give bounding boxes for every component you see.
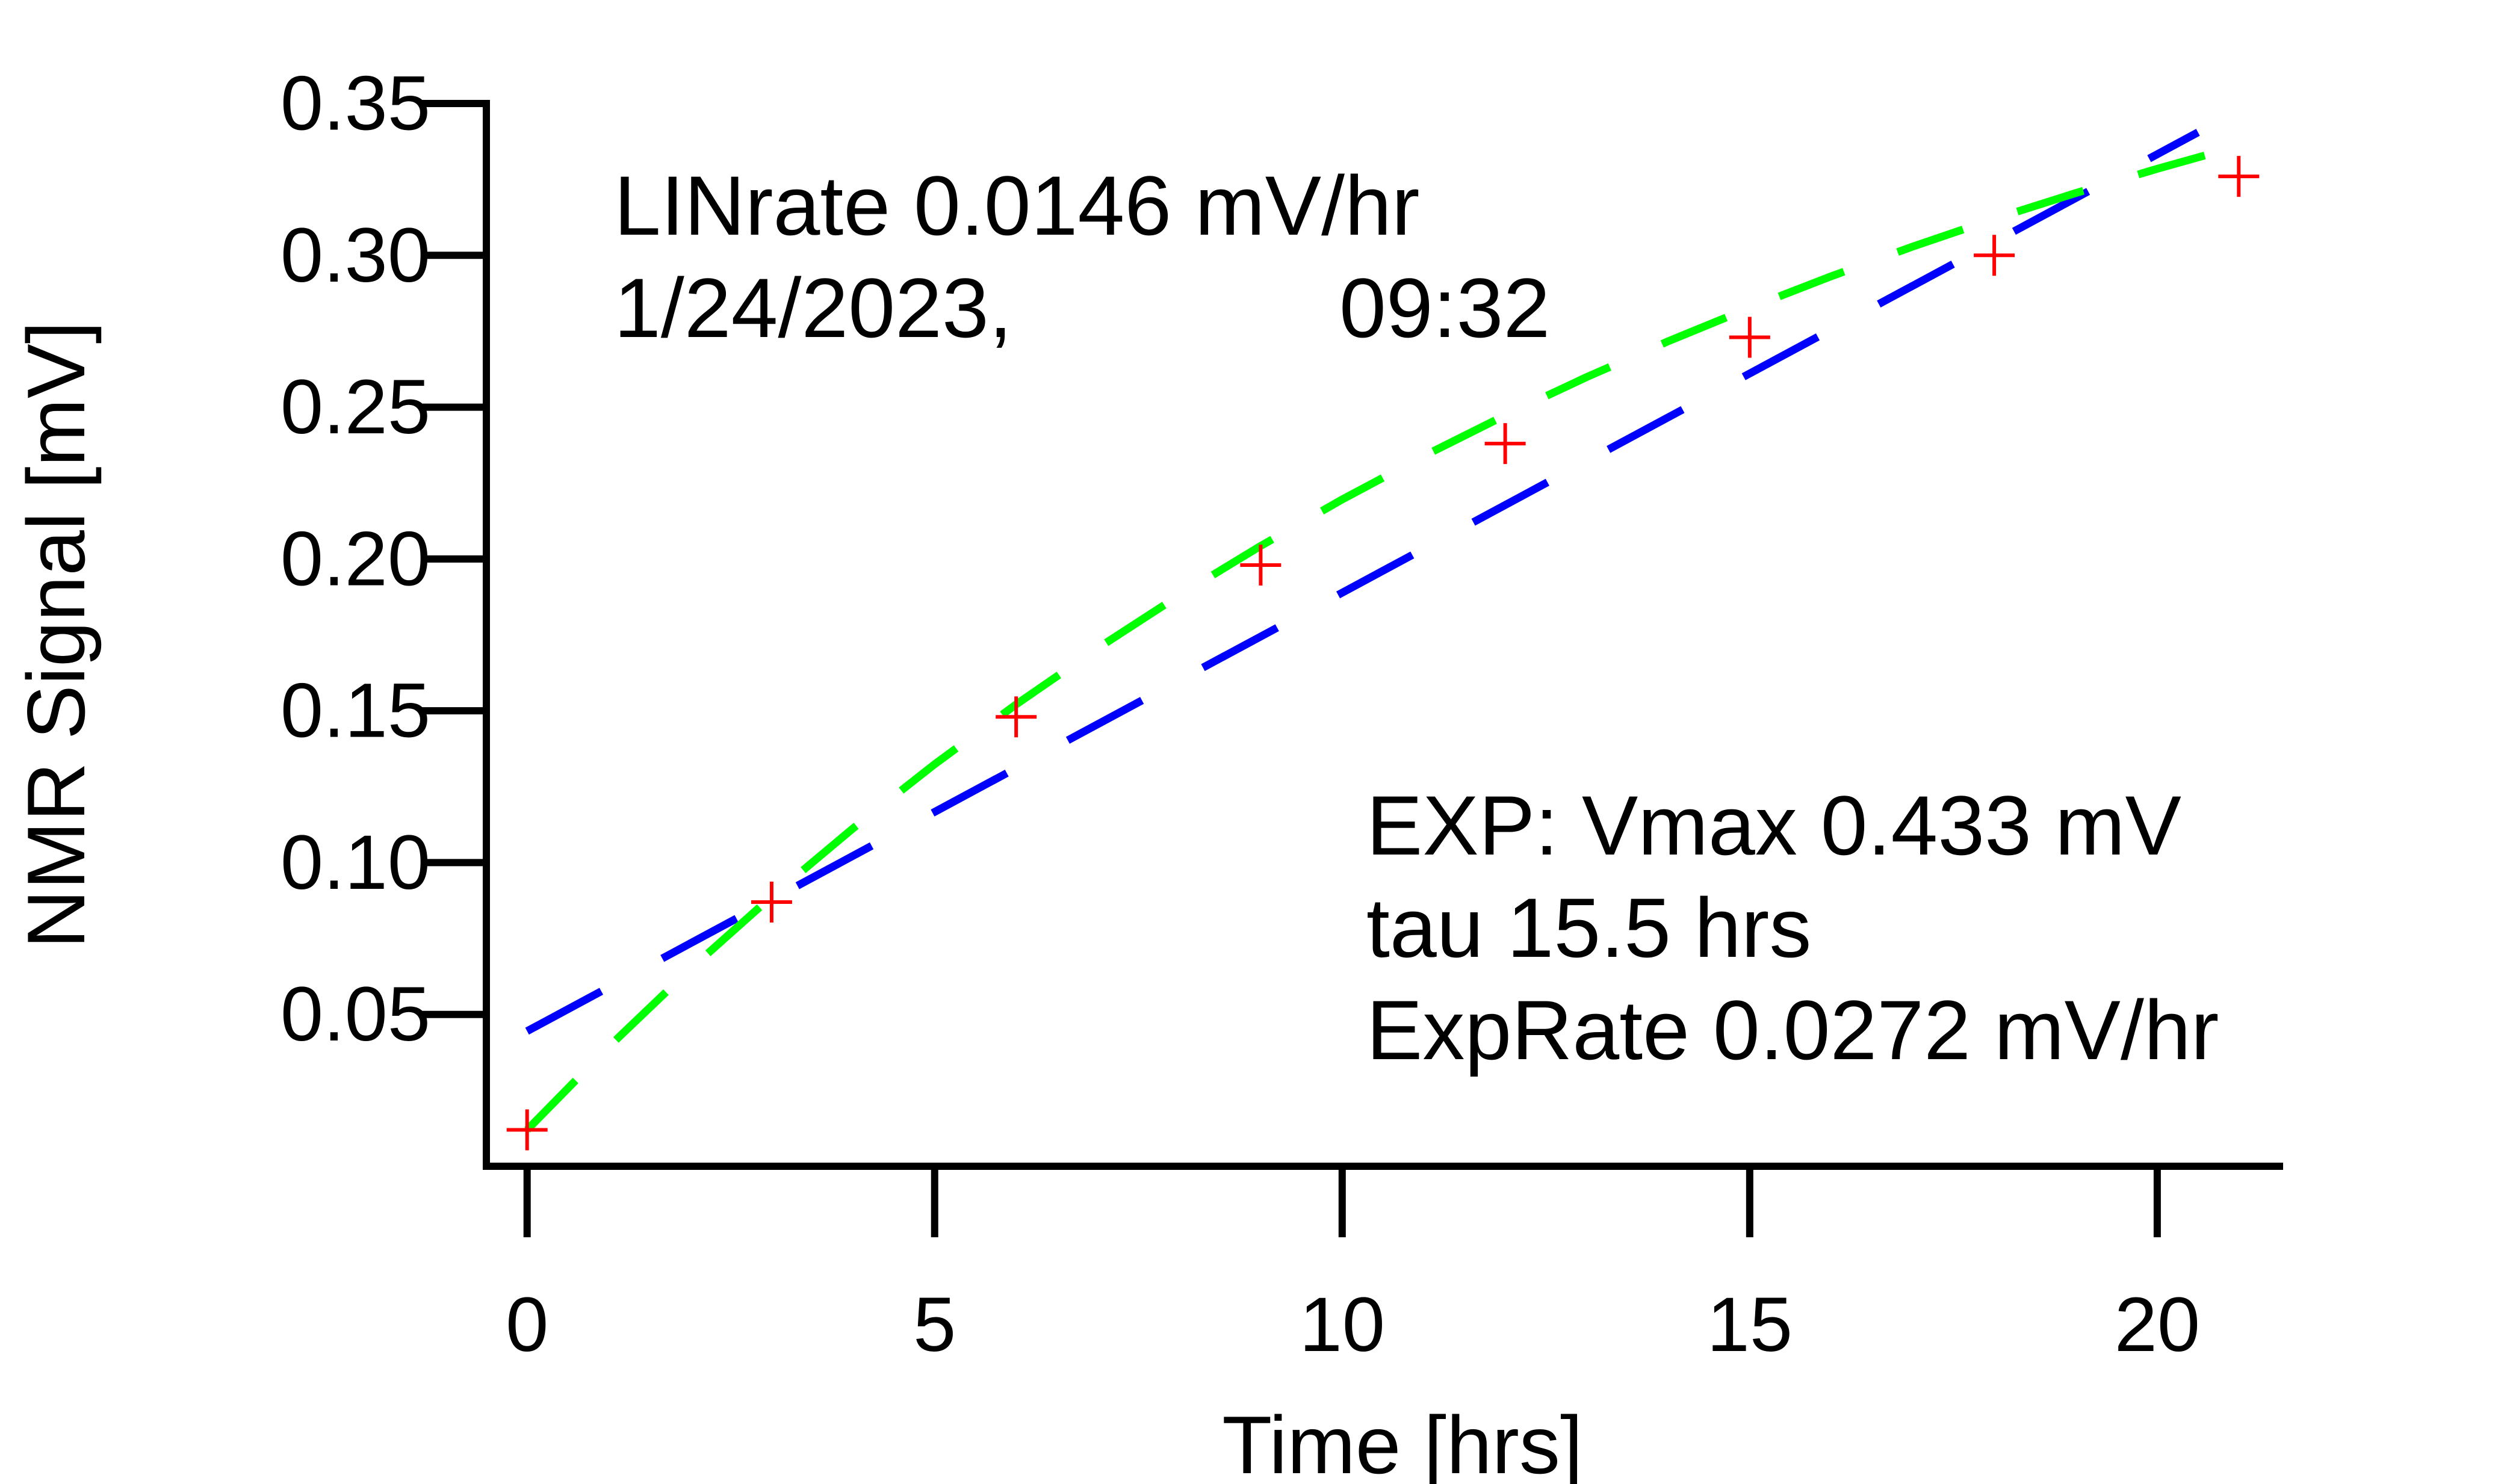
x-ticks: 0 5 10 15 20 — [506, 1166, 2200, 1368]
x-tick-label: 10 — [1300, 1282, 1385, 1368]
axes — [483, 100, 2283, 1170]
annotations: LINrate 0.0146 mV/hr 1/24/2023, 09:32 EX… — [614, 158, 2219, 1077]
fit-lines — [524, 129, 2240, 1133]
exp-tau-label: tau 15.5 hrs — [1366, 880, 1811, 975]
exp-vmax-label: EXP: Vmax 0.433 mV — [1366, 778, 2181, 873]
data-point — [996, 696, 1037, 738]
y-ticks: 0.05 0.10 0.15 0.20 0.25 0.30 0.35 — [280, 61, 486, 1057]
x-tick-label: 15 — [1707, 1282, 1793, 1368]
date-label: 1/24/2023, — [614, 261, 1012, 355]
y-tick-label: 0.30 — [280, 212, 430, 298]
exp-rate-label: ExpRate 0.0272 mV/hr — [1366, 983, 2219, 1077]
y-tick-label: 0.15 — [280, 668, 430, 754]
y-tick-label: 0.05 — [280, 971, 430, 1057]
data-point — [2218, 156, 2260, 197]
data-point — [1484, 423, 1526, 465]
data-point — [1729, 317, 1770, 358]
lin-rate-label: LINrate 0.0146 mV/hr — [614, 158, 1419, 253]
y-tick-label: 0.20 — [280, 516, 430, 602]
x-axis-title: Time [hrs] — [1222, 1399, 1582, 1484]
data-point — [506, 1109, 548, 1151]
exponential-fit-line — [524, 142, 2240, 1133]
data-point — [1240, 544, 1282, 586]
x-tick-label: 0 — [506, 1282, 548, 1368]
data-point — [751, 882, 792, 923]
y-tick-label: 0.10 — [280, 820, 430, 906]
x-tick-label: 5 — [913, 1282, 956, 1368]
data-point — [1974, 235, 2015, 276]
x-tick-label: 20 — [2115, 1282, 2200, 1368]
y-tick-label: 0.35 — [280, 61, 430, 147]
y-axis-title: NMR Signal [mV] — [10, 321, 102, 949]
data-points — [506, 156, 2260, 1151]
y-tick-label: 0.25 — [280, 364, 430, 450]
linear-fit-line — [525, 129, 2200, 1035]
time-label: 09:32 — [1339, 261, 1550, 355]
